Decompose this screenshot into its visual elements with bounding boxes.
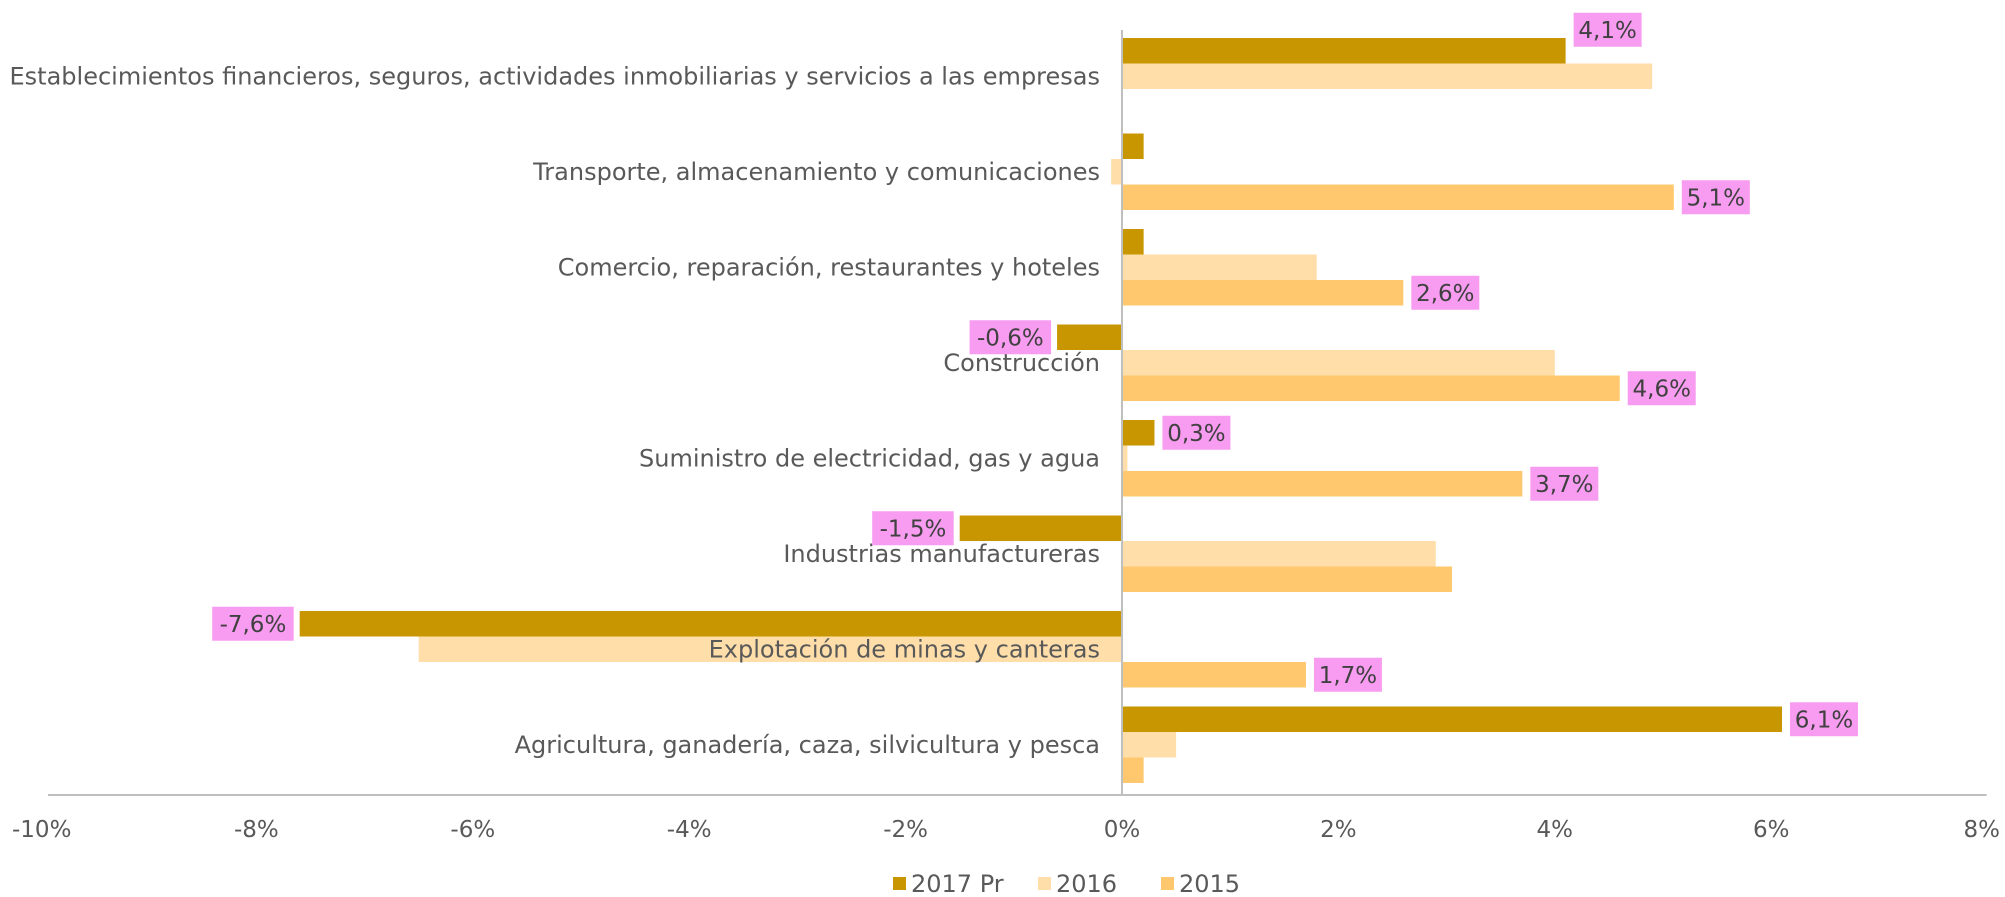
data-label: 6,1% (1790, 702, 1859, 737)
data-label: 4,1% (1573, 12, 1642, 47)
data-label-text: -0,6% (977, 325, 1044, 351)
x-tick-label: -4% (667, 817, 712, 843)
data-label: 2,6% (1411, 275, 1480, 310)
x-tick-label: 4% (1537, 817, 1574, 843)
category-label: Suministro de electricidad, gas y agua (639, 444, 1100, 472)
bar-2016-5 (1122, 541, 1436, 567)
legend: 2017 Pr 2016 2015 (893, 870, 1240, 897)
legend-label: 2015 (1179, 870, 1240, 897)
bar-2015-4 (1122, 471, 1523, 497)
data-label-text: 5,1% (1687, 185, 1745, 211)
bar-2015-2 (1122, 280, 1404, 306)
data-label-text: 4,6% (1633, 376, 1691, 402)
bar-2016-7 (1122, 732, 1177, 758)
data-label: 3,7% (1530, 466, 1599, 501)
data-label-background (1162, 415, 1231, 450)
bar-2016-1 (1111, 159, 1122, 185)
bar-2015-3 (1122, 375, 1620, 401)
legend-item: 2016 (1038, 870, 1117, 897)
category-label: Transporte, almacenamiento y comunicacio… (532, 158, 1100, 186)
data-label: 1,7% (1313, 657, 1382, 692)
bar-2017-pr-2 (1122, 229, 1144, 255)
data-label-text: 3,7% (1535, 472, 1593, 498)
bar-2017-pr-1 (1122, 133, 1144, 159)
bar-2017-pr-3 (1057, 324, 1122, 350)
x-tick-label: 8% (1964, 817, 2001, 843)
bar-2016-6 (418, 636, 1122, 662)
x-tick-label: 6% (1753, 817, 1790, 843)
data-label-text: 0,3% (1167, 421, 1225, 447)
bars-layer (299, 38, 1783, 783)
legend-label: 2016 (1056, 870, 1117, 897)
category-label: Comercio, reparación, restaurantes y hot… (558, 253, 1100, 281)
data-labels: 4,1% 5,1% 2,6% -0,6% 4,6% 0,3% 3,7% -1,5% -7,6% 1… (212, 12, 1859, 737)
category-labels: Establecimientos financieros, seguros, a… (10, 62, 1100, 759)
category-label: Explotación de minas y canteras (709, 635, 1100, 663)
data-label-text: 1,7% (1319, 663, 1377, 689)
bar-2017-pr-0 (1122, 38, 1566, 64)
bar-2017-pr-6 (299, 611, 1122, 637)
legend-swatch (1161, 877, 1174, 890)
bar-2016-0 (1122, 63, 1653, 89)
bar-2016-3 (1122, 350, 1555, 376)
data-label-text: -7,6% (220, 612, 287, 638)
data-label-background (1411, 275, 1480, 310)
legend-label: 2017 Pr (911, 870, 1004, 897)
x-tick-label: -8% (234, 817, 279, 843)
bar-2015-6 (1122, 662, 1306, 688)
x-tick-label: -10% (12, 817, 71, 843)
legend-swatch (1038, 877, 1051, 890)
bar-2017-pr-4 (1122, 420, 1155, 446)
legend-item: 2015 (1161, 870, 1240, 897)
data-label-background (212, 606, 294, 641)
legend-swatch (893, 877, 906, 890)
x-tick-label: -6% (450, 817, 495, 843)
data-label: 0,3% (1162, 415, 1231, 450)
x-tick-label: -2% (883, 817, 928, 843)
data-label-background (1627, 371, 1696, 406)
data-label: 5,1% (1681, 180, 1750, 215)
bar-2015-1 (1122, 184, 1674, 210)
data-label-background (1313, 657, 1382, 692)
data-label-background (1790, 702, 1859, 737)
x-tick-label: 2% (1320, 817, 1357, 843)
bar-2017-pr-7 (1122, 706, 1783, 732)
data-label-text: 4,1% (1578, 18, 1636, 44)
data-label: -0,6% (969, 320, 1052, 355)
bar-2016-4 (1122, 445, 1128, 471)
data-label-text: 2,6% (1416, 281, 1474, 307)
data-label-text: -1,5% (880, 516, 947, 542)
category-label: Establecimientos financieros, seguros, a… (10, 62, 1100, 90)
data-label-background (1681, 180, 1750, 215)
x-tick-label: 0% (1104, 817, 1141, 843)
data-label: 4,6% (1627, 371, 1696, 406)
data-label: -7,6% (212, 606, 294, 641)
bar-2017-pr-5 (959, 515, 1122, 541)
legend-item: 2017 Pr (893, 870, 1004, 897)
bar-2015-7 (1122, 757, 1144, 783)
data-label-text: 6,1% (1795, 707, 1853, 733)
data-label-background (1573, 12, 1642, 47)
bar-2015-5 (1122, 566, 1453, 592)
data-label-background (969, 320, 1052, 355)
data-label: -1,5% (872, 511, 954, 546)
x-tick-labels: -10% -8% -6% -4% -2% 0% 2% 4% 6% 8% (12, 817, 2000, 843)
data-label-background (872, 511, 954, 546)
category-label: Agricultura, ganadería, caza, silvicultu… (515, 731, 1100, 759)
data-label-background (1530, 466, 1599, 501)
bar-2016-2 (1122, 254, 1317, 280)
